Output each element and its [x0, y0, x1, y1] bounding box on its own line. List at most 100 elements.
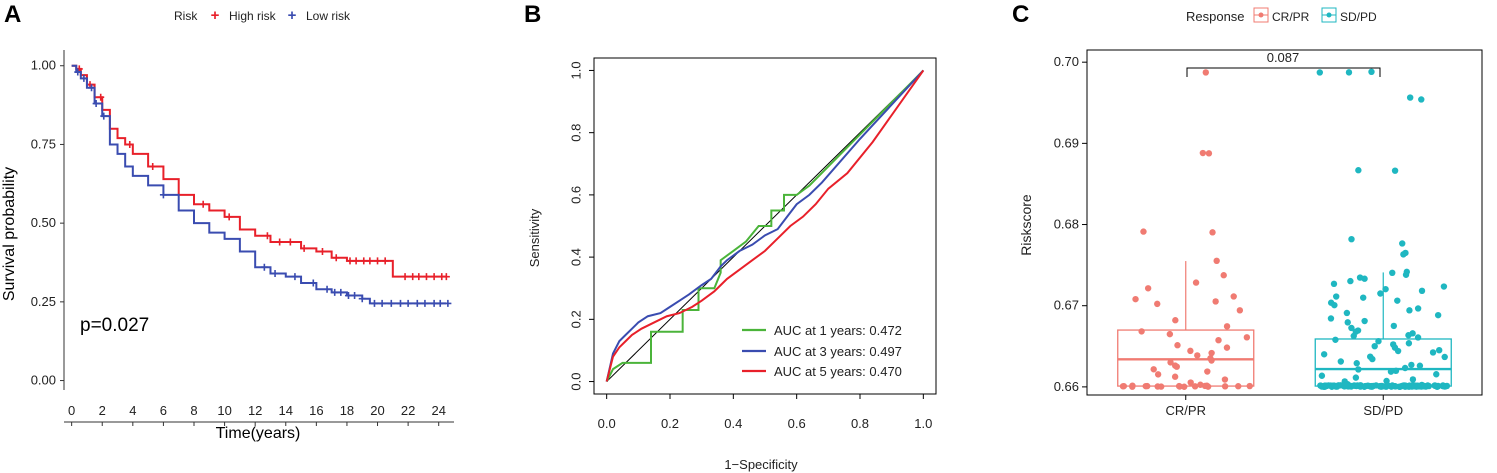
km-x-tick-label: 0: [68, 403, 75, 418]
box-point-sdpd: [1348, 324, 1355, 332]
roc-curve-auc-3-years: [605, 69, 925, 382]
box-point-sdpd: [1330, 280, 1338, 288]
km-censor-mark-high-risk: [276, 238, 284, 246]
box-y-label: Riskscore: [1018, 194, 1034, 256]
km-x-tick-label: 2: [99, 403, 106, 418]
km-curves: [71, 64, 452, 307]
box-x-tick-label: CR/PR: [1166, 403, 1206, 418]
significance-p-value: 0.087: [1267, 50, 1300, 65]
km-censor-mark-high-risk: [126, 140, 134, 148]
box-point-sdpd: [1350, 332, 1357, 340]
significance-bracket: 0.087: [1186, 50, 1381, 77]
box-point-crpr: [1205, 150, 1213, 157]
box-point-sdpd: [1332, 336, 1339, 343]
box-point-sdpd: [1402, 271, 1410, 278]
km-censor-mark-high-risk: [409, 273, 417, 281]
box-point-crpr: [1221, 376, 1229, 383]
box-point-sdpd: [1394, 347, 1402, 355]
roc-x-label: 1−Specificity: [724, 457, 798, 472]
box-y-tick-label: 0.68: [1054, 217, 1079, 232]
km-x-tick-label: 8: [190, 403, 197, 418]
box-point-crpr: [1204, 368, 1211, 375]
km-y-tick-label: 0.75: [31, 136, 56, 151]
panel-label-b: B: [524, 1, 541, 28]
km-censor-mark-low-risk: [396, 299, 404, 307]
box-point-crpr: [1142, 382, 1149, 390]
km-x-tick-label: 14: [279, 403, 293, 418]
box-point-crpr: [1167, 359, 1174, 366]
box-point-sdpd: [1414, 334, 1422, 341]
box-point-sdpd: [1323, 382, 1330, 389]
km-x-tick-label: 4: [129, 403, 136, 418]
panel-b-roc-plot: 0.0 0.2 0.4 0.6 0.8 1.0 0.0 0.2 0.4 0.6 0.8 1.0 AU…: [527, 57, 937, 472]
km-censor-mark-high-risk: [97, 93, 105, 101]
box-point-crpr: [1208, 357, 1215, 364]
km-censor-mark-high-risk: [360, 257, 368, 265]
km-censor-mark-high-risk: [199, 200, 207, 208]
box-point-sdpd: [1331, 301, 1338, 309]
box-y-ticks: 0.66 0.67 0.68 0.69 0.70: [1054, 54, 1087, 394]
panel-c-box-plot: Response CR/PR SD/PD 0.66 0.67 0.68 0.69 0.7…: [1018, 7, 1483, 418]
box-point-crpr: [1144, 285, 1152, 292]
box-point-sdpd: [1360, 294, 1367, 301]
box-iqr-crpr: [1117, 329, 1255, 387]
km-legend-high-risk-label: High risk: [229, 9, 277, 23]
box-point-crpr: [1221, 383, 1229, 390]
box-point-sdpd: [1406, 307, 1413, 314]
km-censor-mark-low-risk: [323, 285, 331, 293]
roc-y-ticks: 0.0 0.2 0.4 0.6 0.8 1.0: [568, 61, 594, 391]
km-censor-mark-low-risk: [370, 299, 378, 307]
box-point-sdpd: [1414, 305, 1422, 312]
box-point-sdpd: [1344, 319, 1351, 326]
box-plot-frame: [1086, 49, 1483, 396]
box-point-crpr: [1171, 373, 1179, 380]
km-censor-mark-low-risk: [260, 263, 268, 271]
km-p-value: p=0.027: [80, 315, 149, 336]
box-point-sdpd: [1376, 383, 1384, 390]
box-point-crpr: [1220, 272, 1227, 279]
km-censor-mark-low-risk: [271, 270, 279, 278]
box-point-crpr: [1230, 293, 1237, 300]
box-point-sdpd: [1337, 358, 1345, 365]
box-point-sdpd: [1350, 382, 1358, 389]
box-point-sdpd: [1355, 366, 1362, 373]
box-point-sdpd: [1343, 309, 1351, 317]
box-point-sdpd: [1391, 167, 1399, 174]
box-point-crpr: [1176, 383, 1183, 390]
box-point-crpr: [1119, 383, 1127, 390]
box-point-sdpd: [1405, 383, 1413, 390]
box-point-sdpd: [1352, 374, 1360, 381]
box-point-sdpd: [1365, 382, 1373, 390]
km-x-tick-label: 16: [309, 403, 323, 418]
roc-legend-auc3-label: AUC at 3 years: 0.497: [774, 344, 902, 359]
box-point-crpr: [1204, 383, 1212, 390]
roc-plot-frame: [593, 57, 937, 395]
roc-curves: [605, 69, 925, 383]
box-point-crpr: [1140, 228, 1147, 235]
box-point-sdpd: [1392, 367, 1400, 375]
km-censor-mark-high-risk: [286, 238, 294, 246]
box-point-crpr: [1215, 336, 1222, 344]
km-censor-mark-high-risk: [366, 257, 374, 265]
box-point-crpr: [1181, 383, 1188, 390]
box-point-sdpd: [1389, 269, 1396, 277]
km-legend: Risk + High risk + Low risk: [174, 7, 351, 24]
box-point-sdpd: [1408, 361, 1415, 369]
box-point-sdpd: [1347, 277, 1354, 285]
km-censor-mark-low-risk: [337, 288, 345, 296]
km-censor-mark-low-risk: [92, 100, 100, 108]
km-y-label: Survival probability: [1, 167, 18, 301]
box-point-sdpd: [1429, 349, 1437, 356]
box-point-crpr: [1191, 383, 1199, 390]
box-point-sdpd: [1327, 315, 1335, 322]
roc-y-tick-label: 0.6: [568, 186, 583, 204]
box-point-crpr: [1209, 229, 1216, 236]
roc-legend-auc1-label: AUC at 1 years: 0.472: [774, 323, 902, 338]
box-y-tick-label: 0.66: [1054, 379, 1079, 394]
km-censor-mark-low-risk: [100, 112, 108, 120]
box-point-sdpd: [1434, 311, 1442, 319]
box-point-sdpd: [1361, 317, 1368, 325]
box-point-sdpd: [1405, 332, 1412, 339]
box-point-crpr: [1173, 363, 1180, 370]
